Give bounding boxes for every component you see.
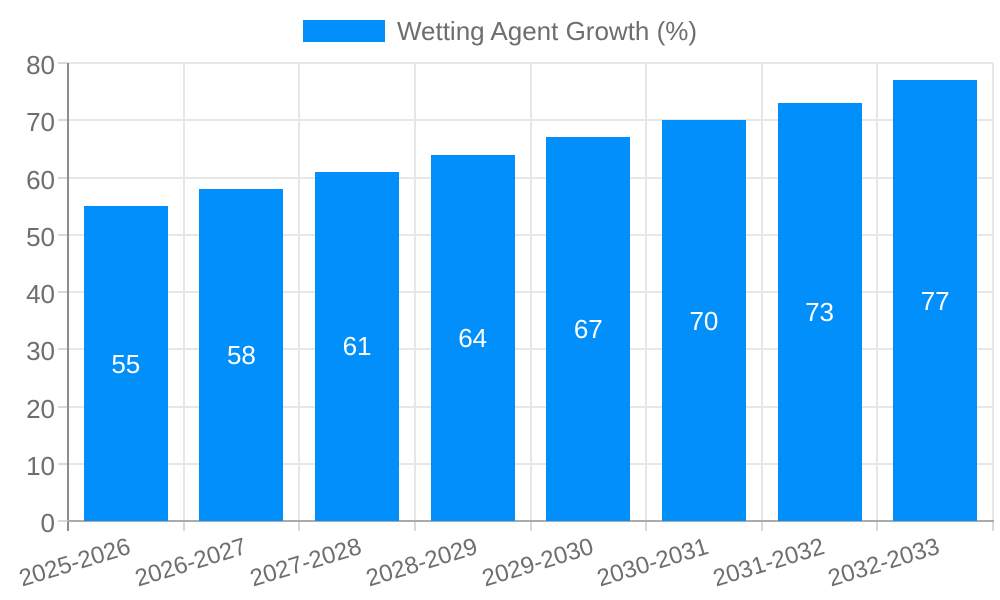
bar-2030-2031[interactable]	[661, 120, 746, 521]
bar-value-label: 58	[226, 339, 256, 370]
y-axis-tick-label: 50	[26, 221, 55, 252]
x-axis-tick-label: 2029-2030	[478, 533, 597, 593]
bar-2028-2029[interactable]	[430, 154, 515, 521]
x-axis-tick	[645, 521, 648, 531]
bar-2025-2026[interactable]	[83, 206, 168, 521]
gridline-v	[529, 63, 532, 521]
y-axis-tick	[58, 62, 68, 64]
y-axis-tick-label: 70	[26, 107, 55, 138]
bar-value-label: 61	[342, 331, 372, 362]
gridline-v	[182, 63, 185, 521]
y-axis-tick-label: 0	[40, 508, 55, 538]
x-axis-tick	[876, 521, 879, 531]
bar-value-label: 67	[573, 314, 603, 345]
y-axis-tick	[58, 348, 68, 351]
y-axis-tick	[58, 462, 68, 465]
y-axis-tick-label: 80	[26, 50, 55, 80]
bar-2026-2027[interactable]	[199, 188, 284, 521]
x-axis-tick	[298, 521, 301, 531]
x-axis-tick	[992, 521, 994, 531]
x-axis-tick-label: 2031-2032	[709, 533, 828, 593]
y-axis-tick	[58, 233, 68, 236]
x-axis-line	[67, 520, 994, 522]
legend-item[interactable]: Wetting Agent Growth (%)	[0, 16, 1000, 46]
legend-swatch	[302, 20, 385, 42]
gridline-v	[876, 63, 879, 521]
gridline-v	[298, 63, 301, 521]
x-axis-tick	[182, 521, 185, 531]
bar-value-label: 55	[111, 348, 141, 379]
gridline-v	[645, 63, 648, 521]
legend-label: Wetting Agent Growth (%)	[396, 16, 698, 46]
gridline-v	[992, 63, 994, 521]
x-axis-tick-label: 2026-2027	[131, 533, 250, 593]
y-axis-line	[67, 63, 69, 531]
y-axis-tick	[58, 119, 68, 122]
gridline-v	[413, 63, 416, 521]
x-axis-tick-label: 2030-2031	[594, 533, 712, 593]
y-axis-tick	[58, 176, 68, 179]
y-axis-tick-label: 10	[26, 450, 55, 481]
gridline-v	[760, 63, 763, 521]
bar-2027-2028[interactable]	[315, 171, 400, 521]
bar-value-label: 64	[458, 322, 488, 353]
x-axis-tick	[413, 521, 416, 531]
x-axis-tick-label: 2028-2029	[362, 533, 481, 593]
bar-2029-2030[interactable]	[546, 137, 631, 521]
x-axis-tick-label: 2032-2033	[825, 533, 944, 593]
y-axis-tick	[58, 520, 68, 522]
y-axis-tick	[58, 405, 68, 408]
x-axis-tick-label: 2027-2028	[247, 533, 365, 593]
y-axis-tick-label: 60	[26, 164, 55, 195]
bar-2031-2032[interactable]	[777, 103, 862, 521]
y-axis-tick	[58, 291, 68, 293]
y-axis-tick-label: 20	[26, 393, 55, 424]
x-axis-tick	[529, 521, 532, 531]
x-axis-tick-label: 2025-2026	[16, 533, 134, 593]
y-axis-tick-label: 40	[26, 279, 55, 309]
bar-value-label: 73	[805, 297, 835, 328]
bar-2032-2033[interactable]	[893, 80, 978, 521]
bar-value-label: 70	[689, 305, 719, 336]
bar-value-label: 77	[920, 285, 950, 316]
x-axis-tick	[760, 521, 763, 531]
y-axis-tick-label: 30	[26, 336, 55, 367]
